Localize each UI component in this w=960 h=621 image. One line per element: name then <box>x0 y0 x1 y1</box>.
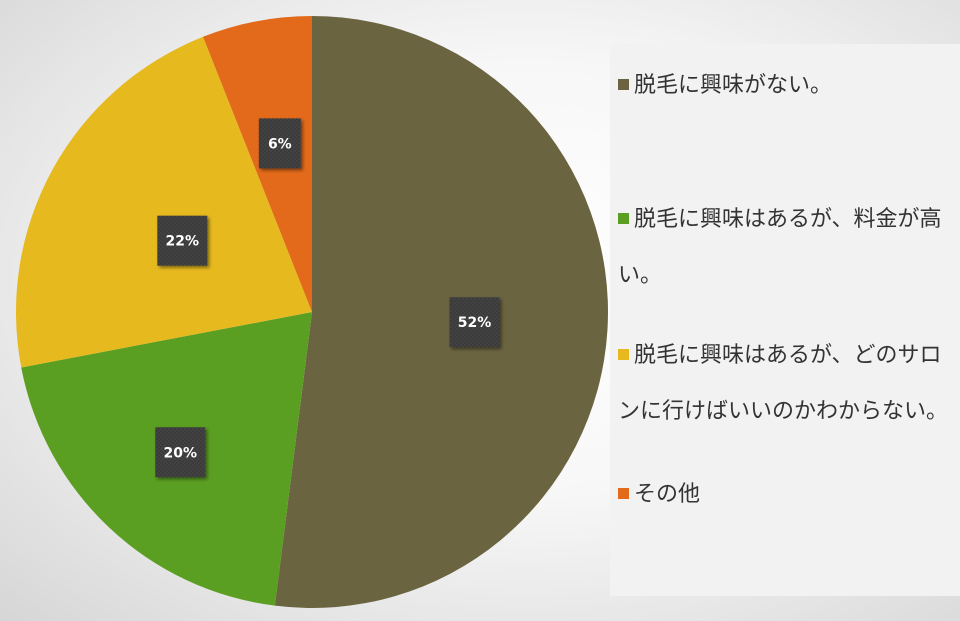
legend-item-other: その他 <box>618 467 954 523</box>
legend-swatch <box>618 79 629 90</box>
data-label-text: 20% <box>164 445 198 461</box>
legend: 脱毛に興味がない。 脱毛に興味はあるが、料金が高い。 脱毛に興味はあるが、どのサ… <box>610 44 960 596</box>
legend-swatch <box>618 213 629 224</box>
data-label-box <box>449 297 500 348</box>
data-label-box <box>155 427 206 478</box>
data-label: 20% <box>155 427 206 478</box>
data-label-text: 6% <box>268 136 292 152</box>
data-label: 22% <box>157 215 208 266</box>
legend-label: 脱毛に興味はあるが、どのサロンに行けばいいのかわからない。 <box>618 343 949 424</box>
slice-other <box>203 16 312 312</box>
data-label: 52% <box>449 297 500 348</box>
legend-swatch <box>618 349 629 360</box>
data-label: 6% <box>258 118 301 169</box>
data-label-box <box>258 118 301 169</box>
data-label-box <box>157 215 208 266</box>
legend-label: 脱毛に興味がない。 <box>634 73 833 98</box>
legend-item-which-salon: 脱毛に興味はあるが、どのサロンに行けばいいのかわからない。 <box>618 328 954 440</box>
slice-which-salon <box>15 36 312 368</box>
legend-item-price-high: 脱毛に興味はあるが、料金が高い。 <box>618 192 954 304</box>
slice-no-interest <box>274 16 608 608</box>
legend-label: その他 <box>634 482 701 507</box>
legend-item-no-interest: 脱毛に興味がない。 <box>618 58 954 114</box>
legend-swatch <box>618 488 629 499</box>
data-label-text: 52% <box>458 315 492 331</box>
data-label-text: 22% <box>166 234 200 250</box>
pie-chart: 52% 20% 22% 6% <box>15 16 608 608</box>
legend-label: 脱毛に興味はあるが、料金が高い。 <box>618 207 942 288</box>
